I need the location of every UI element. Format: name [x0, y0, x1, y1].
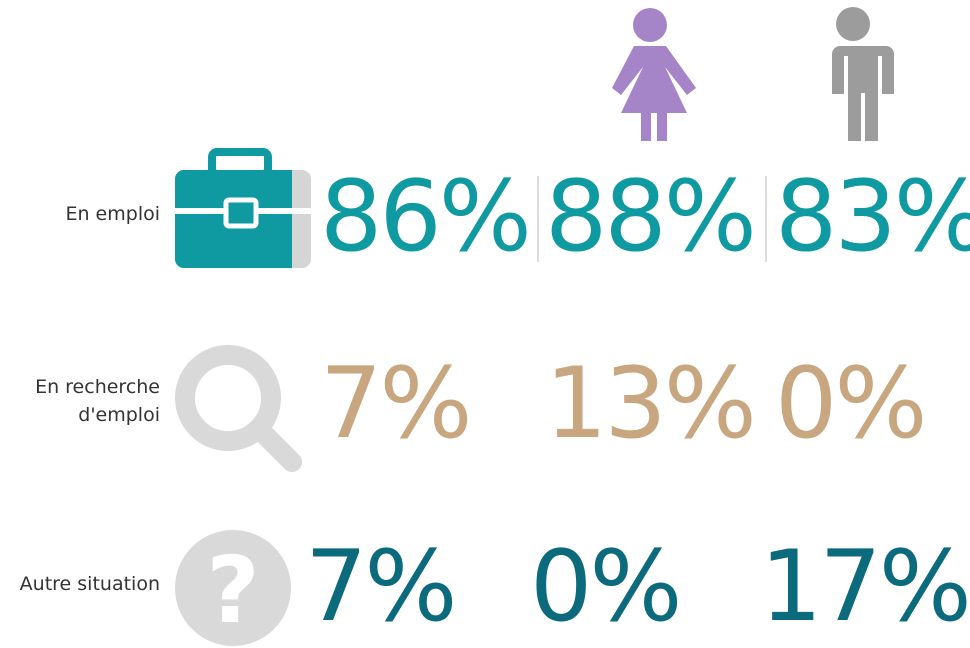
svg-text:?: ?: [206, 537, 259, 644]
percent-men: 17%: [760, 530, 969, 644]
row-label: En emploi: [65, 203, 160, 225]
percent-total: 86%: [320, 160, 529, 274]
search-icon: [175, 345, 302, 472]
percent-men: 83%: [775, 160, 970, 274]
briefcase-icon: [175, 148, 311, 268]
percent-total: 7%: [305, 530, 454, 644]
question-icon: ?: [175, 530, 291, 646]
female-icon: [612, 8, 696, 141]
row-label: Autre situation: [20, 573, 160, 595]
row-label: d'emploi: [78, 404, 160, 426]
percent-women: 13%: [545, 347, 754, 461]
percent-women: 0%: [530, 530, 679, 644]
percent-total: 7%: [320, 347, 469, 461]
percent-men: 0%: [775, 347, 924, 461]
row-label: En recherche: [35, 376, 160, 398]
male-icon: [820, 7, 894, 141]
percent-women: 88%: [545, 160, 754, 274]
rows: En emploi 86% 88% 83% En recherche d'emploi 7%…: [20, 160, 970, 644]
